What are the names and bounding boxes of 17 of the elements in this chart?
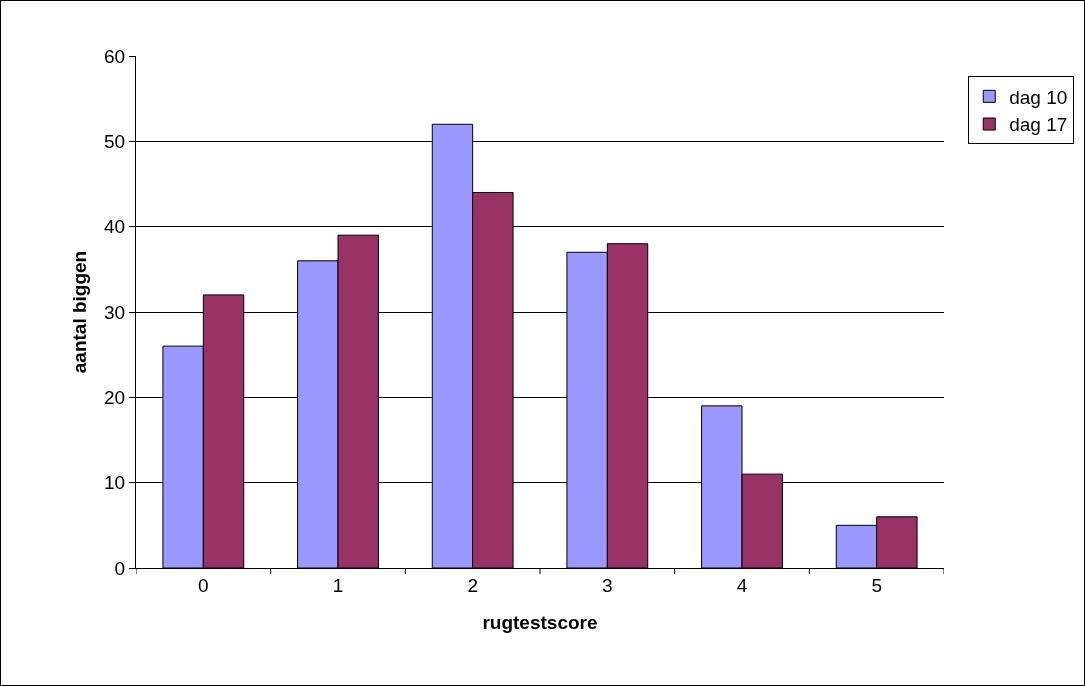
legend-label: dag 10	[1009, 86, 1068, 108]
y-tick-label: 50	[104, 130, 126, 152]
y-tick-label: 30	[104, 301, 126, 323]
x-tick-label: 4	[736, 574, 748, 596]
legend-label: dag 17	[1009, 114, 1068, 136]
x-tick-label: 2	[467, 574, 478, 596]
x-axis-title: rugtestscore	[482, 611, 598, 633]
y-tick-label: 10	[104, 472, 126, 494]
y-axis-title: aantal biggen	[68, 250, 90, 374]
y-tick-label: 60	[104, 45, 126, 67]
y-tick-label: 0	[114, 557, 126, 579]
x-tick-label: 1	[332, 574, 344, 596]
x-tick-label: 0	[198, 574, 209, 596]
x-tick-label: 3	[602, 574, 613, 596]
x-tick-label: 5	[871, 574, 882, 596]
y-tick-label: 40	[104, 216, 126, 238]
y-tick-label: 20	[104, 386, 126, 408]
